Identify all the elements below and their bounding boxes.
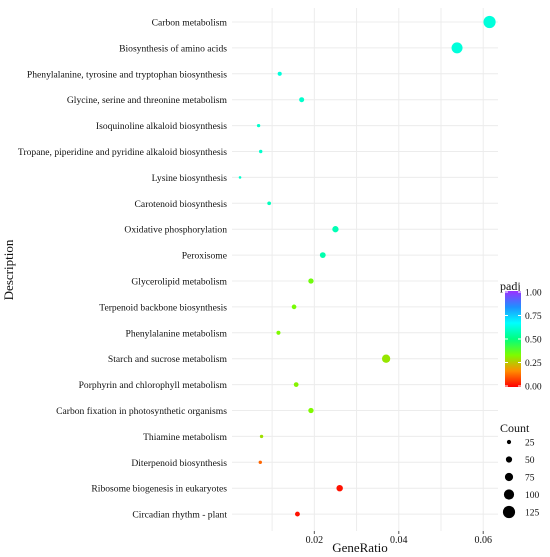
size-legend-dot xyxy=(503,489,515,500)
y-axis-label: Description xyxy=(1,239,16,300)
color-legend-bar xyxy=(505,291,521,387)
x-tick-label: 0.02 xyxy=(306,535,324,546)
data-points xyxy=(238,15,496,517)
data-point xyxy=(291,304,297,310)
padj-color-legend: padj 1.00 0.75 0.50 0.25 0.00 xyxy=(500,279,542,393)
size-legend-label: 50 xyxy=(525,456,535,466)
y-tick-label: Isoquinoline alkaloid biosynthesis xyxy=(96,121,227,132)
x-tick-label: 0.04 xyxy=(390,535,408,546)
y-tick-label: Phenylalanine metabolism xyxy=(125,328,227,339)
y-tick-label: Phenylalanine, tyrosine and tryptophan b… xyxy=(27,69,227,80)
grid-lines xyxy=(232,8,498,531)
data-point xyxy=(238,176,242,179)
data-point xyxy=(483,15,496,29)
color-legend-label: 0.75 xyxy=(525,312,542,322)
y-tick-label: Oxidative phosphorylation xyxy=(124,225,227,236)
y-tick-label: Ribosome biogenesis in eukaryotes xyxy=(91,484,227,495)
data-point xyxy=(381,354,391,363)
data-point xyxy=(259,434,264,439)
y-tick-label: Glycine, serine and threonine metabolism xyxy=(67,95,228,106)
y-tick-label: Biosynthesis of amino acids xyxy=(119,43,227,54)
data-point xyxy=(295,511,300,517)
y-tick-label: Circadian rhythm - plant xyxy=(132,510,227,521)
data-point xyxy=(299,97,305,103)
color-legend-label: 0.25 xyxy=(525,359,542,369)
size-legend-label: 25 xyxy=(525,439,535,449)
data-point xyxy=(319,252,326,258)
size-legend-label: 75 xyxy=(525,474,535,484)
y-tick-label: Terpenoid backbone biosynthesis xyxy=(99,302,227,313)
y-tick-label: Diterpenoid biosynthesis xyxy=(131,458,227,469)
x-tick-label: 0.06 xyxy=(474,535,492,546)
data-point xyxy=(336,484,343,492)
size-legend-label: 125 xyxy=(525,509,540,519)
y-tick-label: Thiamine metabolism xyxy=(143,432,227,443)
y-tick-label: Porphyrin and chlorophyll metabolism xyxy=(79,380,228,391)
size-legend-dot xyxy=(504,472,514,482)
data-point xyxy=(277,71,282,76)
color-legend-title: padj xyxy=(500,279,521,293)
y-tick-label: Peroxisome xyxy=(182,251,227,262)
y-tick-labels: Carbon metabolism Biosynthesis of amino a… xyxy=(18,18,228,521)
y-tick-label: Carbon fixation in photosynthetic organi… xyxy=(56,406,227,417)
size-legend-dot xyxy=(505,456,513,463)
data-point xyxy=(259,149,263,154)
color-legend-ticks: 1.00 0.75 0.50 0.25 0.00 xyxy=(505,289,542,393)
data-point xyxy=(276,330,281,335)
data-point xyxy=(267,201,272,206)
color-legend-label: 1.00 xyxy=(525,289,542,299)
size-legend-keys: 25 50 75 100 125 xyxy=(502,439,540,519)
y-tick-label: Tropane, piperidine and pyridine alkaloi… xyxy=(18,147,227,158)
size-legend-dot xyxy=(506,439,512,445)
y-tick-label: Starch and sucrose metabolism xyxy=(108,354,228,365)
x-axis-label: GeneRatio xyxy=(332,540,388,555)
data-point xyxy=(293,382,299,387)
data-point xyxy=(308,278,314,284)
size-legend-dot xyxy=(502,505,516,519)
data-point xyxy=(308,407,314,414)
x-tick-labels: 0.02 0.04 0.06 xyxy=(306,531,492,546)
data-point xyxy=(451,42,463,54)
color-legend-label: 0.00 xyxy=(525,383,542,393)
size-legend-title: Count xyxy=(500,421,530,435)
data-point xyxy=(332,226,339,233)
y-tick-label: Carotenoid biosynthesis xyxy=(135,199,228,210)
y-tick-label: Glycerolipid metabolism xyxy=(131,277,227,288)
data-point xyxy=(258,460,262,464)
data-point xyxy=(256,123,261,128)
size-legend-label: 100 xyxy=(525,491,540,501)
count-size-legend: Count 25 50 75 100 125 xyxy=(500,421,540,519)
color-legend-label: 0.50 xyxy=(525,336,542,346)
plot-panel xyxy=(232,8,498,531)
y-tick-label: Carbon metabolism xyxy=(152,18,228,29)
y-tick-label: Lysine biosynthesis xyxy=(152,173,228,184)
